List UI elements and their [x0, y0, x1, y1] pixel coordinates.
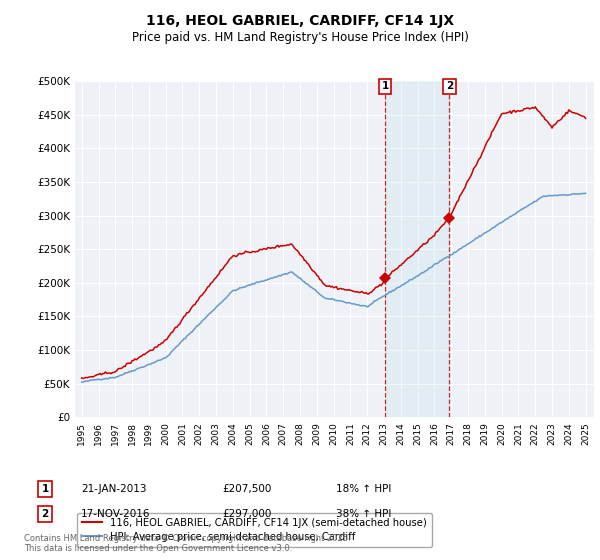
Text: 1: 1 — [41, 484, 49, 494]
Text: 2: 2 — [41, 509, 49, 519]
Legend: 116, HEOL GABRIEL, CARDIFF, CF14 1JX (semi-detached house), HPI: Average price, : 116, HEOL GABRIEL, CARDIFF, CF14 1JX (se… — [77, 513, 432, 547]
Text: Price paid vs. HM Land Registry's House Price Index (HPI): Price paid vs. HM Land Registry's House … — [131, 31, 469, 44]
Text: 18% ↑ HPI: 18% ↑ HPI — [336, 484, 391, 494]
Text: 17-NOV-2016: 17-NOV-2016 — [81, 509, 151, 519]
Text: Contains HM Land Registry data © Crown copyright and database right 2025.
This d: Contains HM Land Registry data © Crown c… — [24, 534, 350, 553]
Text: 38% ↑ HPI: 38% ↑ HPI — [336, 509, 391, 519]
Text: 116, HEOL GABRIEL, CARDIFF, CF14 1JX: 116, HEOL GABRIEL, CARDIFF, CF14 1JX — [146, 14, 454, 28]
Text: 2: 2 — [446, 81, 453, 91]
Bar — [385, 81, 449, 417]
Text: 1: 1 — [382, 81, 389, 91]
Text: £207,500: £207,500 — [222, 484, 271, 494]
Text: 21-JAN-2013: 21-JAN-2013 — [81, 484, 146, 494]
Text: £297,000: £297,000 — [222, 509, 271, 519]
